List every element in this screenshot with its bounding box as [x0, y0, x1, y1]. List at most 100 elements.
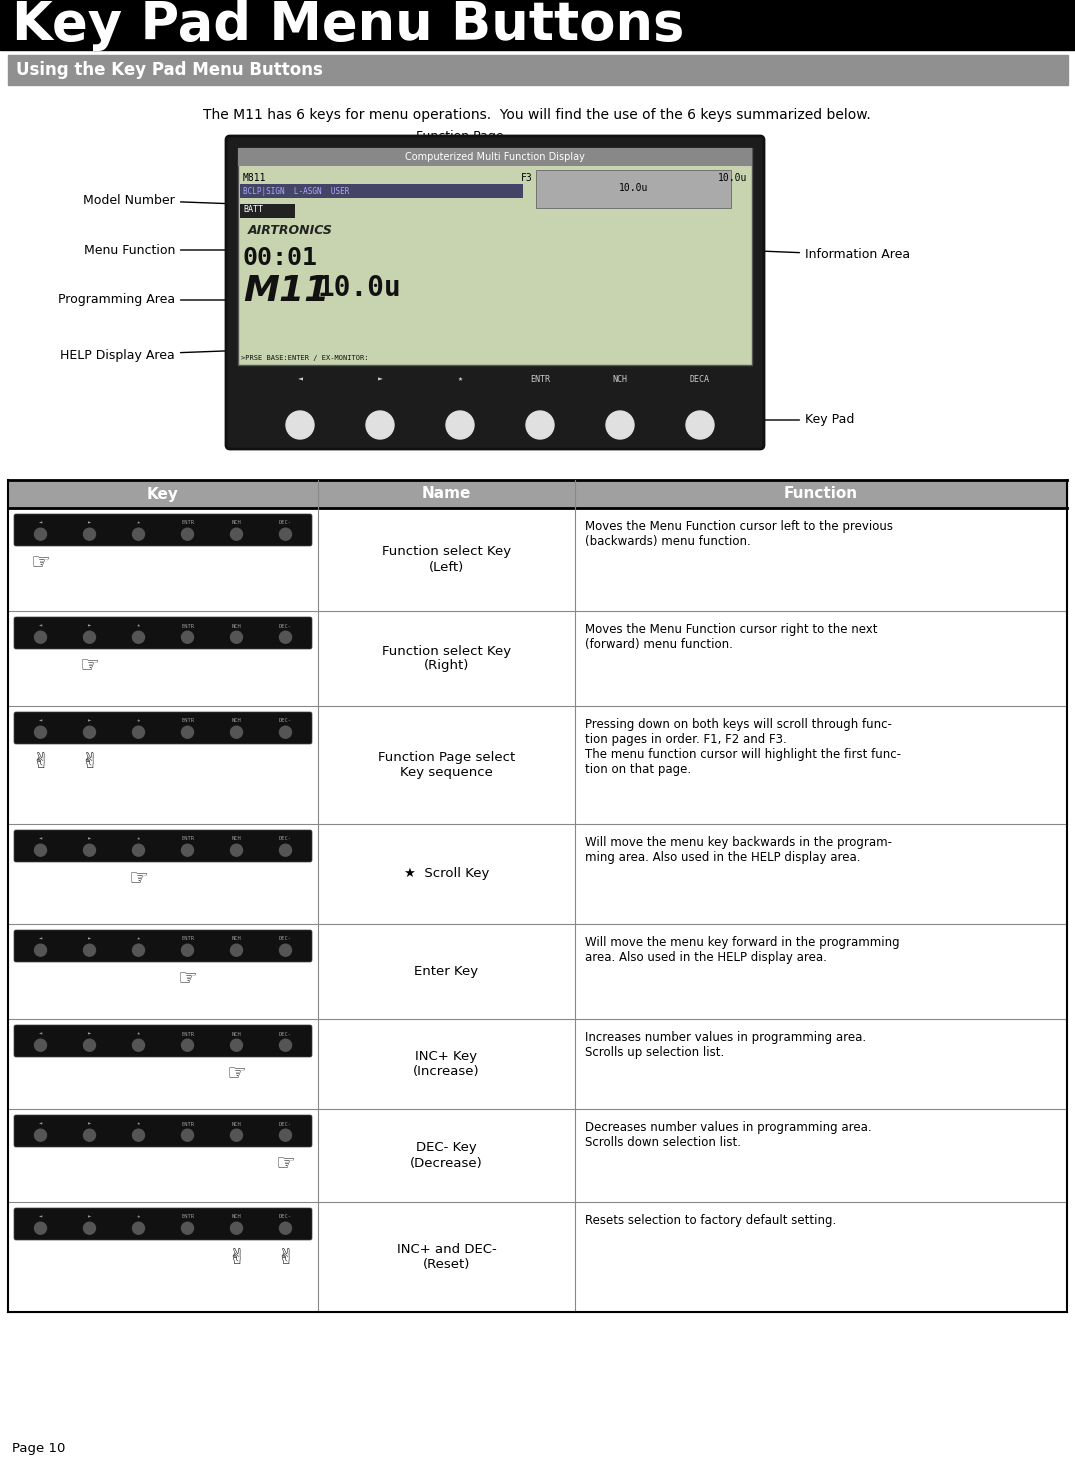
- Text: M11: M11: [243, 275, 329, 308]
- Text: ENTR: ENTR: [181, 521, 194, 526]
- Text: DEC-: DEC-: [280, 1214, 292, 1220]
- Circle shape: [132, 944, 144, 956]
- Bar: [8, 1019, 1067, 1108]
- Text: INC+ Key
(Increase): INC+ Key (Increase): [413, 1050, 479, 1078]
- Text: Name: Name: [421, 486, 471, 502]
- Text: ★: ★: [137, 624, 140, 628]
- Text: ENTR: ENTR: [181, 837, 194, 841]
- Text: DEC-: DEC-: [280, 1032, 292, 1036]
- Text: ☞: ☞: [227, 1064, 246, 1085]
- Circle shape: [280, 528, 291, 540]
- Circle shape: [34, 1039, 46, 1051]
- Text: ★: ★: [137, 1214, 140, 1220]
- Text: NCH: NCH: [231, 837, 242, 841]
- Text: NCH: NCH: [231, 624, 242, 628]
- Circle shape: [84, 1039, 96, 1051]
- Text: Page 10: Page 10: [12, 1442, 66, 1455]
- Bar: [238, 148, 752, 366]
- Text: DEC-: DEC-: [280, 1122, 292, 1126]
- Text: ►: ►: [377, 374, 383, 383]
- Text: ►: ►: [88, 1032, 91, 1036]
- Bar: [8, 1108, 1067, 1202]
- Text: >PRSE BASE:ENTER / EX-MONITOR:: >PRSE BASE:ENTER / EX-MONITOR:: [241, 355, 369, 361]
- Circle shape: [182, 631, 194, 643]
- Text: ◄: ◄: [39, 521, 42, 526]
- Circle shape: [280, 1129, 291, 1141]
- Bar: [8, 824, 1067, 923]
- Text: NCH: NCH: [231, 1214, 242, 1220]
- Circle shape: [84, 727, 96, 738]
- Text: Computerized Multi Function Display: Computerized Multi Function Display: [405, 153, 585, 161]
- FancyBboxPatch shape: [226, 137, 764, 449]
- Bar: [0, 0, 1075, 50]
- Text: ★: ★: [137, 837, 140, 841]
- Circle shape: [84, 528, 96, 540]
- Text: Enter Key: Enter Key: [415, 964, 478, 978]
- FancyBboxPatch shape: [14, 514, 312, 546]
- Text: ENTR: ENTR: [181, 1214, 194, 1220]
- Text: ENTR: ENTR: [181, 718, 194, 724]
- Circle shape: [606, 411, 634, 439]
- Bar: [8, 480, 1067, 508]
- Bar: [238, 148, 752, 166]
- Circle shape: [132, 528, 144, 540]
- Text: ◄: ◄: [298, 374, 302, 383]
- Text: DEC-: DEC-: [280, 937, 292, 941]
- Circle shape: [230, 1223, 243, 1235]
- Text: Will move the menu key forward in the programming
area. Also used in the HELP di: Will move the menu key forward in the pr…: [585, 937, 900, 964]
- Text: Moves the Menu Function cursor left to the previous
(backwards) menu function.: Moves the Menu Function cursor left to t…: [585, 520, 893, 548]
- Text: ✌: ✌: [31, 752, 49, 772]
- Text: ENTR: ENTR: [181, 937, 194, 941]
- Text: Menu Function: Menu Function: [84, 244, 253, 257]
- Text: ►: ►: [88, 1214, 91, 1220]
- Circle shape: [182, 727, 194, 738]
- Bar: [8, 1202, 1067, 1312]
- Text: Increases number values in programming area.
Scrolls up selection list.: Increases number values in programming a…: [585, 1031, 866, 1058]
- Circle shape: [132, 1129, 144, 1141]
- Circle shape: [230, 844, 243, 856]
- Circle shape: [132, 1039, 144, 1051]
- Text: Will move the menu key backwards in the program-
ming area. Also used in the HEL: Will move the menu key backwards in the …: [585, 835, 892, 865]
- Circle shape: [280, 944, 291, 956]
- Text: 00:01: 00:01: [243, 247, 318, 270]
- Text: ★: ★: [137, 718, 140, 724]
- Text: M811: M811: [243, 173, 267, 184]
- Text: Key: Key: [147, 486, 178, 502]
- Text: DEC-: DEC-: [280, 624, 292, 628]
- Text: ★: ★: [137, 1032, 140, 1036]
- Text: Pressing down on both keys will scroll through func-
tion pages in order. F1, F2: Pressing down on both keys will scroll t…: [585, 718, 901, 777]
- Text: 10.0u: 10.0u: [318, 275, 402, 302]
- Circle shape: [84, 944, 96, 956]
- Text: BCLP|SIGN  L-ASGN  USER: BCLP|SIGN L-ASGN USER: [243, 186, 349, 195]
- Text: ◄: ◄: [39, 1214, 42, 1220]
- FancyBboxPatch shape: [14, 712, 312, 744]
- FancyBboxPatch shape: [14, 1116, 312, 1147]
- Text: Information Area: Information Area: [737, 248, 911, 261]
- Text: DECA: DECA: [690, 374, 710, 383]
- Text: ★  Scroll Key: ★ Scroll Key: [404, 868, 489, 881]
- Text: ☞: ☞: [129, 869, 148, 890]
- Text: ◄: ◄: [39, 837, 42, 841]
- Bar: [8, 54, 1067, 85]
- Text: ✌: ✌: [276, 1248, 295, 1267]
- Text: ★: ★: [137, 1122, 140, 1126]
- Bar: [8, 706, 1067, 824]
- Text: The M11 has 6 keys for menu operations.  You will find the use of the 6 keys sum: The M11 has 6 keys for menu operations. …: [203, 109, 871, 122]
- Circle shape: [34, 944, 46, 956]
- Text: Decreases number values in programming area.
Scrolls down selection list.: Decreases number values in programming a…: [585, 1122, 872, 1149]
- Text: Function select Key
(Right): Function select Key (Right): [382, 644, 511, 672]
- Text: Function: Function: [784, 486, 858, 502]
- Text: ►: ►: [88, 718, 91, 724]
- Text: ◄: ◄: [39, 718, 42, 724]
- Circle shape: [182, 1129, 194, 1141]
- Text: DEC- Key
(Decrease): DEC- Key (Decrease): [411, 1142, 483, 1170]
- FancyBboxPatch shape: [14, 1025, 312, 1057]
- Circle shape: [280, 844, 291, 856]
- Text: ◄: ◄: [39, 624, 42, 628]
- Circle shape: [34, 844, 46, 856]
- Circle shape: [34, 1223, 46, 1235]
- FancyBboxPatch shape: [14, 617, 312, 649]
- Text: ★: ★: [458, 374, 462, 383]
- Circle shape: [84, 1129, 96, 1141]
- Bar: [8, 611, 1067, 706]
